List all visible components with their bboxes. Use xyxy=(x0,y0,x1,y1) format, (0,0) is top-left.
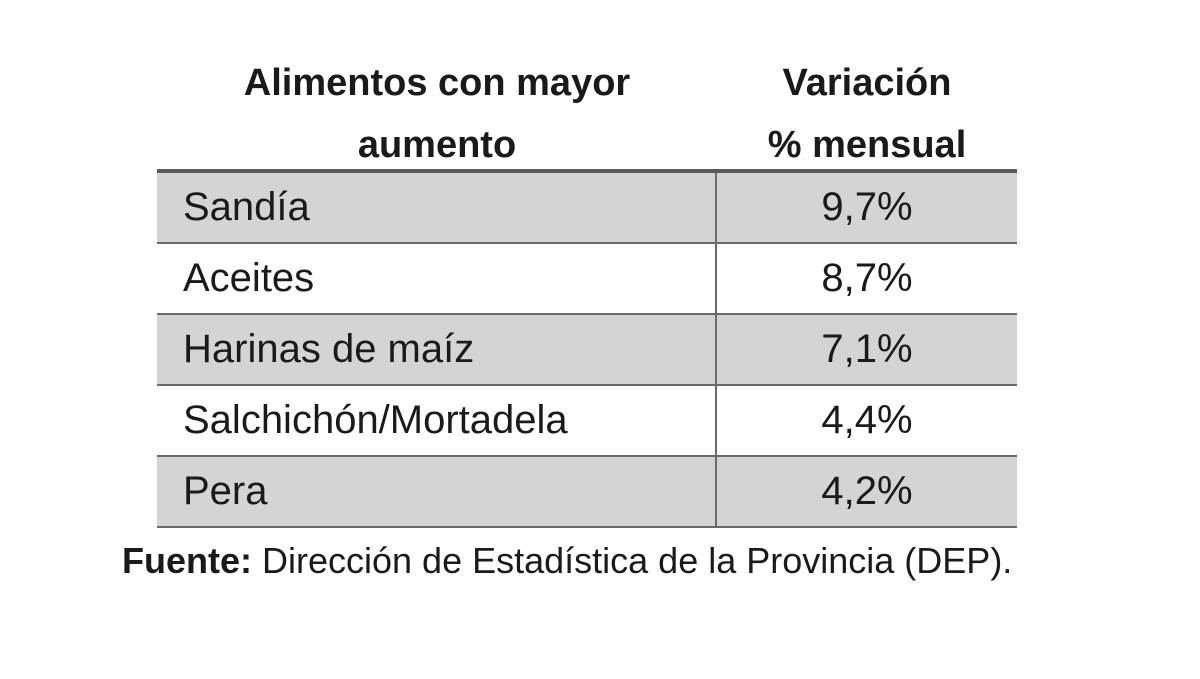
table-row: Pera 4,2% xyxy=(157,457,1017,528)
food-name-cell: Aceites xyxy=(157,244,717,313)
variation-cell: 7,1% xyxy=(821,327,913,371)
table-row: Sandía 9,7% xyxy=(157,173,1017,244)
food-name-cell: Salchichón/Mortadela xyxy=(157,386,717,455)
table-row: Salchichón/Mortadela 4,4% xyxy=(157,386,1017,457)
food-name-cell: Harinas de maíz xyxy=(157,315,717,384)
variation-cell: 8,7% xyxy=(821,256,913,300)
food-name-cell: Sandía xyxy=(157,173,717,242)
table-row: Harinas de maíz 7,1% xyxy=(157,315,1017,386)
source-note: Fuente: Dirección de Estadística de la P… xyxy=(122,536,1012,586)
food-name-cell: Pera xyxy=(157,457,717,526)
variation-cell: 4,2% xyxy=(821,469,913,513)
table-header: Alimentos con mayor aumento Variación % … xyxy=(157,52,1017,173)
source-label: Fuente: xyxy=(122,540,252,581)
column-header-food: Alimentos con mayor aumento xyxy=(243,62,631,166)
source-text: Dirección de Estadística de la Provincia… xyxy=(252,540,1013,581)
food-price-table: Alimentos con mayor aumento Variación % … xyxy=(157,52,1017,528)
variation-cell: 4,4% xyxy=(821,398,913,442)
variation-cell: 9,7% xyxy=(821,185,913,229)
column-header-variation: Variación % mensual xyxy=(767,62,967,166)
table-row: Aceites 8,7% xyxy=(157,244,1017,315)
